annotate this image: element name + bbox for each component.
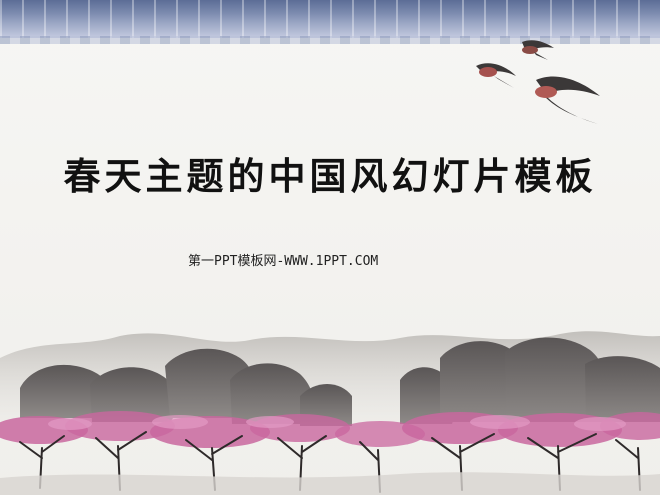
swallow-icon — [522, 40, 554, 60]
ink-landscape-illustration — [0, 331, 660, 495]
slide-subtitle: 第一PPT模板网-WWW.1PPT.COM — [188, 254, 379, 269]
ground-wash — [0, 472, 660, 495]
swallow-icon — [535, 76, 600, 124]
swallow-icon — [476, 63, 516, 88]
roof-tile-edge — [0, 36, 660, 44]
plum-blossom-highlights — [48, 415, 626, 431]
swallows-illustration — [476, 40, 600, 124]
roof-tile-border — [0, 0, 660, 38]
slide-title: 春天主题的中国风幻灯片模板 — [63, 154, 597, 198]
rock-formations — [20, 337, 660, 426]
